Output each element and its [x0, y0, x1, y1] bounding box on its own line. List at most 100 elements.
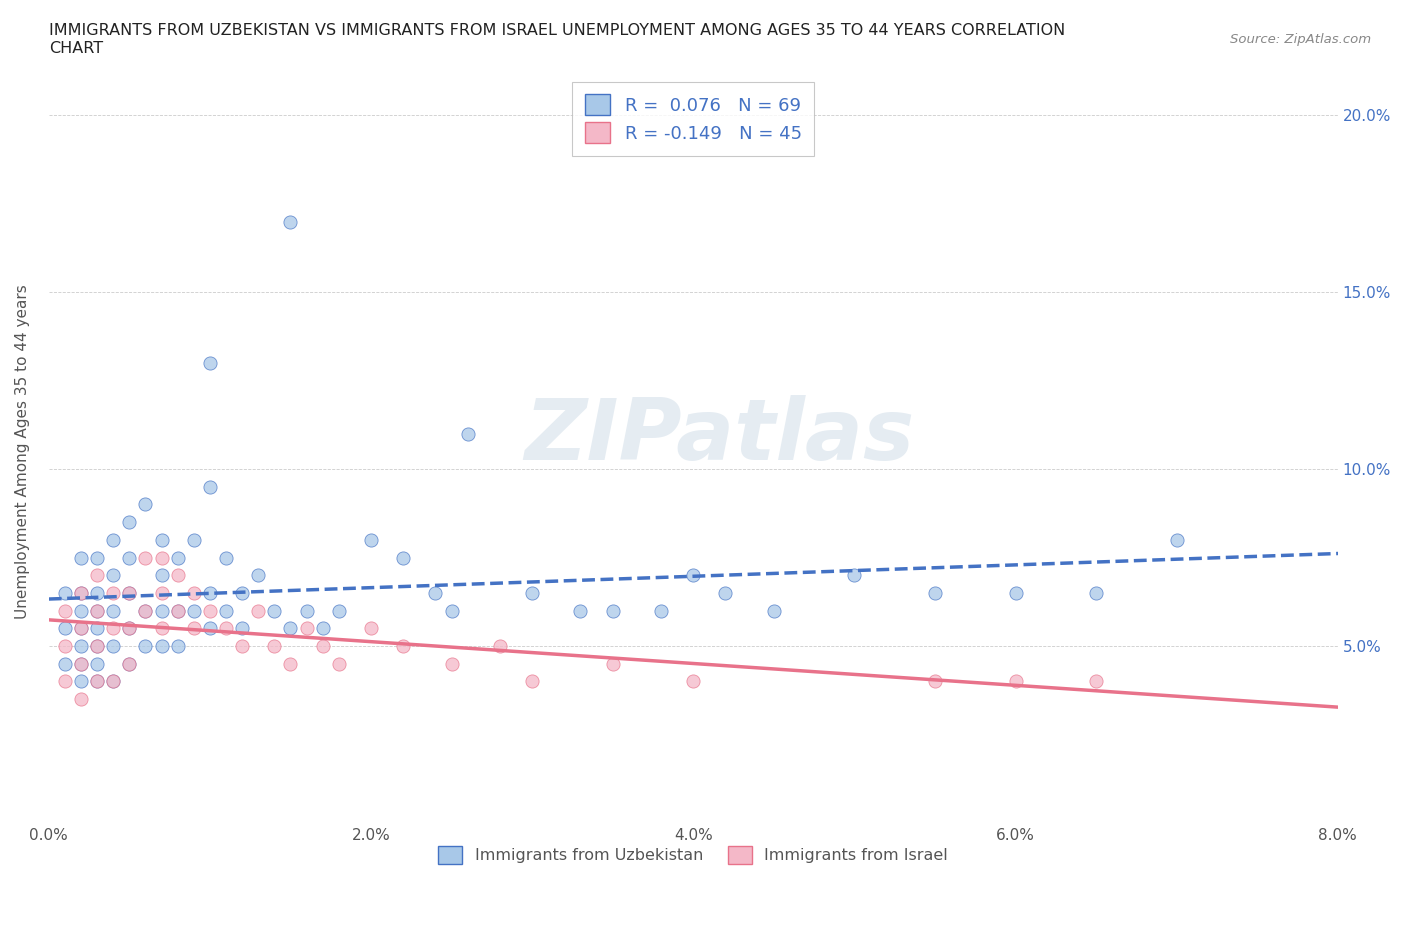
Y-axis label: Unemployment Among Ages 35 to 44 years: Unemployment Among Ages 35 to 44 years [15, 284, 30, 618]
Point [166, 568, 188, 583]
Point [924, 674, 946, 689]
Point [118, 621, 141, 636]
Point [440, 657, 463, 671]
Point [118, 586, 141, 601]
Point [150, 639, 173, 654]
Point [714, 586, 737, 601]
Point [134, 497, 156, 512]
Point [215, 621, 238, 636]
Point [183, 586, 205, 601]
Point [86, 621, 108, 636]
Point [118, 514, 141, 529]
Point [86, 551, 108, 565]
Point [311, 621, 333, 636]
Point [86, 639, 108, 654]
Point [183, 604, 205, 618]
Point [328, 657, 350, 671]
Point [280, 214, 302, 229]
Point [103, 674, 125, 689]
Point [762, 604, 785, 618]
Point [134, 604, 156, 618]
Point [103, 674, 125, 689]
Point [103, 621, 125, 636]
Point [198, 586, 221, 601]
Point [602, 657, 624, 671]
Point [198, 621, 221, 636]
Legend: Immigrants from Uzbekistan, Immigrants from Israel: Immigrants from Uzbekistan, Immigrants f… [432, 839, 955, 870]
Point [166, 639, 188, 654]
Point [295, 604, 318, 618]
Point [134, 551, 156, 565]
Point [118, 621, 141, 636]
Point [231, 639, 253, 654]
Point [457, 426, 479, 441]
Text: Source: ZipAtlas.com: Source: ZipAtlas.com [1230, 33, 1371, 46]
Point [150, 551, 173, 565]
Point [150, 532, 173, 547]
Point [70, 551, 93, 565]
Point [70, 639, 93, 654]
Point [1004, 586, 1026, 601]
Point [166, 604, 188, 618]
Point [682, 568, 704, 583]
Point [1085, 586, 1108, 601]
Point [86, 674, 108, 689]
Point [263, 639, 285, 654]
Point [602, 604, 624, 618]
Point [70, 586, 93, 601]
Point [392, 639, 415, 654]
Point [86, 657, 108, 671]
Text: IMMIGRANTS FROM UZBEKISTAN VS IMMIGRANTS FROM ISRAEL UNEMPLOYMENT AMONG AGES 35 : IMMIGRANTS FROM UZBEKISTAN VS IMMIGRANTS… [49, 23, 1066, 56]
Point [86, 604, 108, 618]
Point [198, 604, 221, 618]
Point [198, 479, 221, 494]
Point [425, 586, 447, 601]
Point [103, 604, 125, 618]
Text: ZIPatlas: ZIPatlas [524, 395, 914, 478]
Point [118, 551, 141, 565]
Point [86, 568, 108, 583]
Point [70, 586, 93, 601]
Point [70, 657, 93, 671]
Point [70, 657, 93, 671]
Point [86, 674, 108, 689]
Point [231, 621, 253, 636]
Point [118, 657, 141, 671]
Point [103, 586, 125, 601]
Point [103, 639, 125, 654]
Point [150, 604, 173, 618]
Point [198, 355, 221, 370]
Point [70, 674, 93, 689]
Point [53, 674, 76, 689]
Point [53, 586, 76, 601]
Point [520, 674, 543, 689]
Point [103, 568, 125, 583]
Point [924, 586, 946, 601]
Point [118, 586, 141, 601]
Point [1166, 532, 1188, 547]
Point [328, 604, 350, 618]
Point [70, 621, 93, 636]
Point [53, 657, 76, 671]
Point [1004, 674, 1026, 689]
Point [70, 621, 93, 636]
Point [70, 604, 93, 618]
Point [295, 621, 318, 636]
Point [134, 639, 156, 654]
Point [247, 604, 270, 618]
Point [166, 551, 188, 565]
Point [247, 568, 270, 583]
Point [520, 586, 543, 601]
Point [53, 639, 76, 654]
Point [650, 604, 672, 618]
Point [215, 604, 238, 618]
Point [150, 621, 173, 636]
Point [231, 586, 253, 601]
Point [150, 568, 173, 583]
Point [134, 604, 156, 618]
Point [311, 639, 333, 654]
Point [440, 604, 463, 618]
Point [118, 657, 141, 671]
Point [280, 621, 302, 636]
Point [183, 532, 205, 547]
